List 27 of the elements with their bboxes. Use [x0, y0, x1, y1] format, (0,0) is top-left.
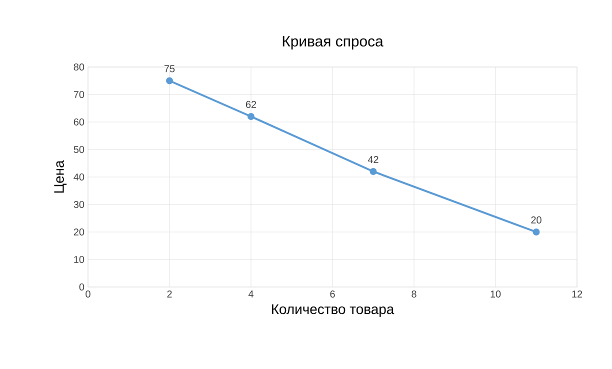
x-tick-label: 4 [248, 290, 254, 298]
point [370, 168, 377, 175]
y-tick-label: 50 [74, 146, 84, 154]
x-tick-label: 10 [490, 290, 501, 298]
x-tick-label: 0 [86, 290, 90, 298]
x-tick-label: 12 [572, 290, 582, 298]
y-tick-label: 40 [74, 173, 84, 181]
data-label: 42 [368, 156, 378, 163]
point [166, 77, 173, 84]
y-tick-label: 80 [74, 63, 84, 71]
data-label: 62 [246, 100, 256, 108]
x-tick-label: 6 [330, 290, 335, 298]
point [532, 228, 540, 236]
y-axis-title: Цена [54, 160, 67, 193]
y-tick-label: 30 [74, 200, 84, 208]
y-tick-label: 0 [79, 283, 84, 291]
point [248, 113, 254, 120]
y-tick-label: 10 [74, 256, 84, 264]
y-tick-label: 60 [74, 118, 84, 126]
y-tick-label: 20 [74, 228, 84, 236]
y-tick-label: 70 [74, 90, 84, 98]
x-axis-title: Количество товара [272, 304, 394, 317]
x-tick-label: 2 [167, 290, 172, 298]
data-label: 75 [164, 65, 175, 72]
x-tick-label: 8 [412, 290, 416, 298]
chart-title: Кривая спроса [282, 36, 384, 50]
data-label: 20 [531, 216, 542, 224]
